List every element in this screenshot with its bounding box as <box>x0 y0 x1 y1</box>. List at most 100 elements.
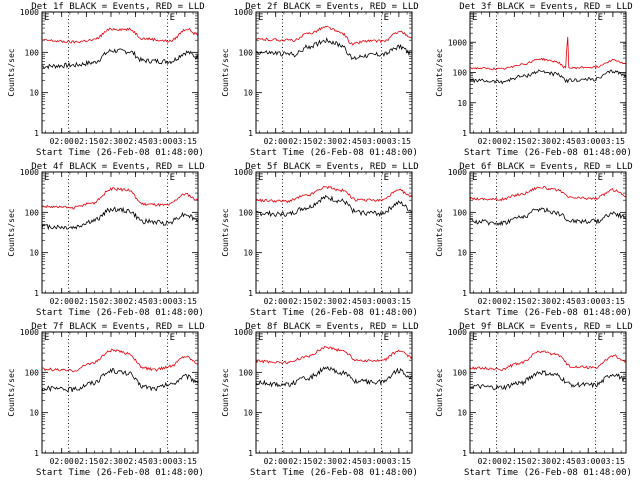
y-axis-label: Counts/sec <box>221 208 230 256</box>
x-tick-label: 03:15 <box>173 297 197 306</box>
x-tick-label: 03:00 <box>148 457 172 466</box>
chart-title: Det 9f BLACK = Events, RED = LLD <box>459 322 632 332</box>
e-marker: E <box>258 173 263 183</box>
x-tick-label: 03:00 <box>362 297 386 306</box>
y-tick-label: 1 <box>462 289 467 298</box>
y-tick-label: 1000 <box>448 168 467 177</box>
x-axis-label: Start Time (26-Feb-08 01:48:00) <box>36 148 204 158</box>
x-tick-label: 03:15 <box>387 457 411 466</box>
lld-series-line <box>469 36 627 71</box>
x-tick-label: 02:45 <box>124 137 148 146</box>
detector-chart-6: Det 6f BLACK = Events, RED = LLD Counts/s… <box>435 162 633 318</box>
y-tick-label: 1000 <box>448 328 467 337</box>
x-tick-label: 02:00 <box>478 137 502 146</box>
events-series-line <box>255 366 413 388</box>
e-marker: E <box>170 333 175 343</box>
x-tick-label: 02:15 <box>288 137 312 146</box>
e-marker: E <box>170 173 175 183</box>
x-tick-label: 02:30 <box>313 297 337 306</box>
x-tick-label: 02:45 <box>552 457 576 466</box>
events-series-line <box>469 207 627 227</box>
detector-chart-5: Det 5f BLACK = Events, RED = LLD Counts/s… <box>221 162 419 318</box>
y-tick-label: 1000 <box>448 38 467 47</box>
y-tick-label: 10 <box>243 409 253 418</box>
events-series-line <box>469 370 627 391</box>
x-tick-label: 02:45 <box>552 297 576 306</box>
x-tick-label: 02:30 <box>99 297 123 306</box>
x-tick-label: 03:00 <box>362 137 386 146</box>
e-marker: E <box>170 13 175 23</box>
x-axis-label: Start Time (26-Feb-08 01:48:00) <box>464 308 632 318</box>
e-marker: E <box>598 173 603 183</box>
y-axis-label: Counts/sec <box>7 208 16 256</box>
y-tick-label: 1000 <box>234 168 253 177</box>
x-tick-label: 03:00 <box>148 297 172 306</box>
plot-frame <box>255 11 413 134</box>
plot-frame <box>469 331 627 454</box>
x-tick-label: 03:15 <box>601 457 625 466</box>
x-tick-label: 02:00 <box>50 457 74 466</box>
x-tick-label: 02:00 <box>264 297 288 306</box>
plot-frame <box>255 331 413 454</box>
y-tick-label: 100 <box>25 368 40 377</box>
x-tick-label: 02:00 <box>50 137 74 146</box>
y-tick-label: 1000 <box>20 168 39 177</box>
x-tick-label: 02:30 <box>527 297 551 306</box>
y-axis-label: Counts/sec <box>7 48 16 96</box>
y-tick-label: 100 <box>239 368 254 377</box>
x-tick-label: 02:30 <box>99 457 123 466</box>
lld-series-line <box>255 25 413 46</box>
chart-title: Det 1f BLACK = Events, RED = LLD <box>31 2 204 12</box>
lld-series-line <box>469 185 627 202</box>
x-axis-label: Start Time (26-Feb-08 01:48:00) <box>250 308 418 318</box>
x-tick-label: 03:15 <box>601 137 625 146</box>
x-tick-label: 03:15 <box>601 297 625 306</box>
y-tick-label: 1 <box>248 289 253 298</box>
x-axis-label: Start Time (26-Feb-08 01:48:00) <box>464 148 632 158</box>
detector-chart-4: Det 4f BLACK = Events, RED = LLD Counts/s… <box>7 162 205 318</box>
x-tick-label: 02:45 <box>338 137 362 146</box>
x-tick-label: 02:45 <box>552 137 576 146</box>
y-tick-label: 1000 <box>20 8 39 17</box>
events-series-line <box>255 194 413 218</box>
detector-chart-7: Det 7f BLACK = Events, RED = LLD Counts/s… <box>7 322 205 478</box>
y-tick-label: 1000 <box>20 328 39 337</box>
x-tick-label: 02:15 <box>74 457 98 466</box>
x-tick-label: 03:15 <box>173 457 197 466</box>
y-axis-label: Counts/sec <box>435 368 444 416</box>
y-tick-label: 10 <box>29 409 39 418</box>
x-tick-label: 02:15 <box>74 297 98 306</box>
y-tick-label: 10 <box>29 89 39 98</box>
y-tick-label: 1 <box>34 129 39 138</box>
chart-title: Det 4f BLACK = Events, RED = LLD <box>31 162 204 172</box>
e-marker: E <box>258 333 263 343</box>
e-marker: E <box>44 13 49 23</box>
e-marker: E <box>598 333 603 343</box>
x-tick-label: 02:00 <box>264 137 288 146</box>
x-tick-label: 02:00 <box>478 457 502 466</box>
y-tick-label: 100 <box>25 48 40 57</box>
e-marker: E <box>472 333 477 343</box>
y-tick-label: 10 <box>457 249 467 258</box>
y-tick-label: 1000 <box>234 328 253 337</box>
e-marker: E <box>472 13 477 23</box>
y-tick-label: 10 <box>29 249 39 258</box>
chart-title: Det 6f BLACK = Events, RED = LLD <box>459 162 632 172</box>
x-tick-label: 02:15 <box>288 457 312 466</box>
y-tick-label: 1 <box>34 449 39 458</box>
plot-frame <box>41 171 199 294</box>
x-axis-label: Start Time (26-Feb-08 01:48:00) <box>36 308 204 318</box>
y-tick-label: 100 <box>239 208 254 217</box>
e-marker: E <box>384 333 389 343</box>
x-tick-label: 02:15 <box>502 137 526 146</box>
y-tick-label: 100 <box>453 69 468 78</box>
y-axis-label: Counts/sec <box>7 368 16 416</box>
events-series-line <box>41 367 199 393</box>
x-tick-label: 03:00 <box>576 297 600 306</box>
e-marker: E <box>598 13 603 23</box>
x-tick-label: 02:15 <box>502 297 526 306</box>
x-tick-label: 03:00 <box>148 137 172 146</box>
x-tick-label: 03:00 <box>362 457 386 466</box>
e-marker: E <box>472 173 477 183</box>
